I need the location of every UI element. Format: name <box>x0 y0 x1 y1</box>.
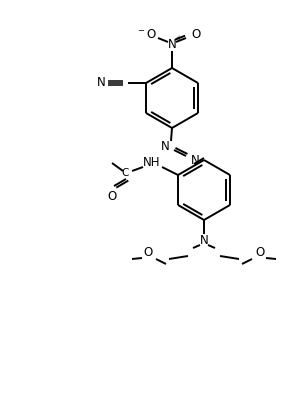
Text: O: O <box>107 191 117 203</box>
Text: NH: NH <box>143 156 161 168</box>
Text: $^+$: $^+$ <box>174 35 182 45</box>
Text: N: N <box>161 140 169 154</box>
Text: O: O <box>255 246 265 259</box>
Text: C: C <box>121 168 129 178</box>
Text: N: N <box>200 234 209 246</box>
Text: N: N <box>168 39 176 51</box>
Text: $^-$O: $^-$O <box>137 27 158 41</box>
Text: N: N <box>97 76 105 90</box>
Text: O: O <box>191 27 201 41</box>
Text: O: O <box>143 246 153 259</box>
Text: N: N <box>191 154 199 168</box>
